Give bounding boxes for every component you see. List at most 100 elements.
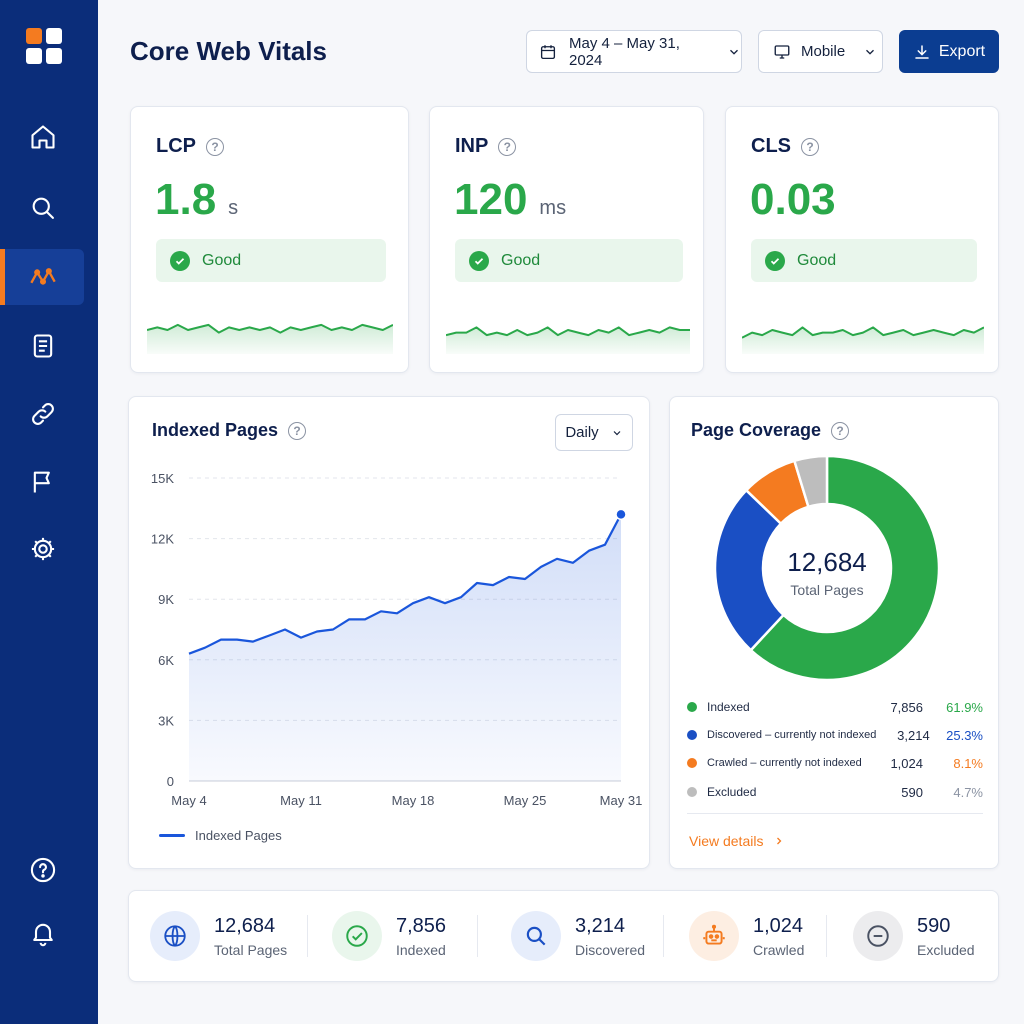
- monitor-icon: [774, 44, 790, 59]
- sidebar: [0, 0, 98, 1024]
- page-coverage-card: Page Coverage? 12,684 Total Pages Indexe…: [669, 396, 999, 869]
- legend-swatch: [159, 834, 185, 837]
- donut-slice[interactable]: [749, 454, 941, 682]
- metric-label: LCP: [156, 135, 196, 157]
- coverage-label: Excluded: [707, 785, 757, 799]
- chevron-down-icon: [730, 49, 738, 55]
- x-tick-label: May 4: [171, 793, 206, 808]
- last-point-marker[interactable]: [615, 508, 627, 521]
- sidebar-item-links[interactable]: [0, 386, 84, 442]
- coverage-row-discovered[interactable]: Discovered – currently not indexed 3,214…: [687, 725, 983, 745]
- sparkline: [147, 323, 393, 354]
- stat-total-pages: 12,684 Total Pages: [150, 911, 287, 961]
- metric-card-cls: CLS? 0.03 Good: [725, 106, 999, 373]
- coverage-row-indexed[interactable]: Indexed 7,856 61.9%: [687, 697, 983, 717]
- metric-value: 0.03: [750, 175, 836, 224]
- legend-label: Indexed Pages: [195, 828, 282, 843]
- coverage-donut-chart: [713, 454, 941, 682]
- status-badge: Good: [751, 239, 977, 282]
- coverage-percent: 4.7%: [953, 784, 983, 800]
- metric-value: 1.8: [155, 175, 217, 224]
- sidebar-item-help[interactable]: [0, 842, 84, 898]
- stat-discovered: 3,214 Discovered: [511, 911, 645, 961]
- coverage-percent: 8.1%: [953, 755, 983, 771]
- view-details-link[interactable]: View details: [689, 833, 785, 849]
- sparkline-line: [742, 326, 984, 339]
- help-icon[interactable]: ?: [801, 137, 819, 156]
- donut-total: 12,684: [787, 547, 867, 577]
- metric-unit: ms: [539, 197, 567, 219]
- y-tick-label: 12K: [151, 532, 174, 547]
- gear-icon: [31, 537, 55, 561]
- page-title: Core Web Vitals: [130, 36, 327, 66]
- x-tick-label: May 18: [392, 793, 435, 808]
- status-label: Good: [797, 251, 837, 269]
- coverage-count: 7,856: [890, 699, 923, 715]
- series-area: [189, 514, 621, 781]
- divider: [826, 915, 827, 957]
- status-label: Good: [202, 251, 242, 269]
- sparkline-line: [147, 323, 393, 334]
- stat-label: Indexed: [396, 941, 446, 958]
- help-icon[interactable]: ?: [288, 421, 307, 440]
- coverage-label: Indexed: [707, 700, 750, 714]
- coverage-count: 590: [901, 784, 923, 800]
- robot-icon: [689, 911, 739, 961]
- download-icon: [915, 44, 929, 59]
- help-icon[interactable]: ?: [831, 421, 850, 440]
- app-logo[interactable]: [26, 28, 64, 66]
- sidebar-item-search[interactable]: [0, 180, 84, 236]
- sidebar-item-notifications[interactable]: [0, 905, 84, 961]
- minus-circle-icon: [853, 911, 903, 961]
- date-range-picker[interactable]: May 4 – May 31, 2024: [526, 30, 742, 73]
- coverage-percent: 25.3%: [946, 727, 983, 743]
- metric-card-inp: INP? 120 ms Good: [429, 106, 704, 373]
- globe-icon: [150, 911, 200, 961]
- sidebar-item-home[interactable]: [0, 109, 84, 165]
- export-label: Export: [938, 42, 986, 60]
- section-title: Indexed Pages: [152, 420, 279, 440]
- flag-icon: [33, 471, 50, 493]
- summary-stats-bar: 12,684 Total Pages 7,856 Indexed 3,214 Disc…: [128, 890, 999, 982]
- stat-excluded: 590 Excluded: [853, 911, 975, 961]
- help-icon[interactable]: ?: [206, 137, 224, 156]
- legend-dot: [687, 787, 697, 797]
- indexed-pages-chart: 0 3K 6K 9K 12K 15K May 4 May 11 May 18 May 25 May …: [151, 471, 642, 808]
- link-icon: [32, 403, 54, 425]
- export-button[interactable]: Export: [899, 30, 999, 73]
- coverage-row-crawled[interactable]: Crawled – currently not indexed 1,024 8.…: [687, 753, 983, 773]
- stat-label: Discovered: [575, 941, 646, 958]
- sparkline-area: [446, 327, 690, 354]
- series-line: [188, 513, 622, 655]
- check-icon: [469, 250, 489, 271]
- device-select[interactable]: Mobile: [758, 30, 883, 73]
- help-icon: [30, 857, 56, 883]
- coverage-count: 3,214: [897, 727, 930, 743]
- sidebar-item-settings[interactable]: [0, 521, 84, 577]
- section-title: Page Coverage: [691, 420, 822, 440]
- coverage-label: Discovered – currently not indexed: [707, 729, 877, 741]
- sidebar-item-reports[interactable]: [0, 318, 84, 374]
- check-icon: [170, 250, 190, 271]
- legend-dot: [687, 758, 697, 768]
- y-tick-label: 6K: [158, 653, 174, 668]
- y-tick-label: 0: [167, 774, 174, 789]
- granularity-select[interactable]: Daily: [555, 414, 633, 451]
- sparkline: [446, 326, 690, 354]
- sidebar-item-issues[interactable]: [0, 454, 84, 510]
- sidebar-item-performance[interactable]: [0, 249, 84, 305]
- legend-dot: [687, 730, 697, 740]
- help-icon[interactable]: ?: [498, 137, 517, 156]
- divider: [663, 915, 664, 957]
- donut-total-label: Total Pages: [790, 582, 864, 598]
- date-range-label: May 4 – May 31, 2024: [569, 34, 680, 69]
- donut-slice[interactable]: [713, 488, 786, 652]
- y-tick-label: 15K: [151, 471, 174, 486]
- donut-slice[interactable]: [792, 454, 829, 509]
- indexed-pages-card: Indexed Pages? Daily 0 3K 6K 9K 12K 15K May 4 M…: [128, 396, 650, 869]
- stat-value: 12,684: [214, 914, 276, 937]
- device-label: Mobile: [801, 43, 846, 60]
- coverage-row-excluded[interactable]: Excluded 590 4.7%: [687, 782, 983, 802]
- check-icon: [765, 250, 785, 271]
- metric-unit: s: [228, 197, 239, 219]
